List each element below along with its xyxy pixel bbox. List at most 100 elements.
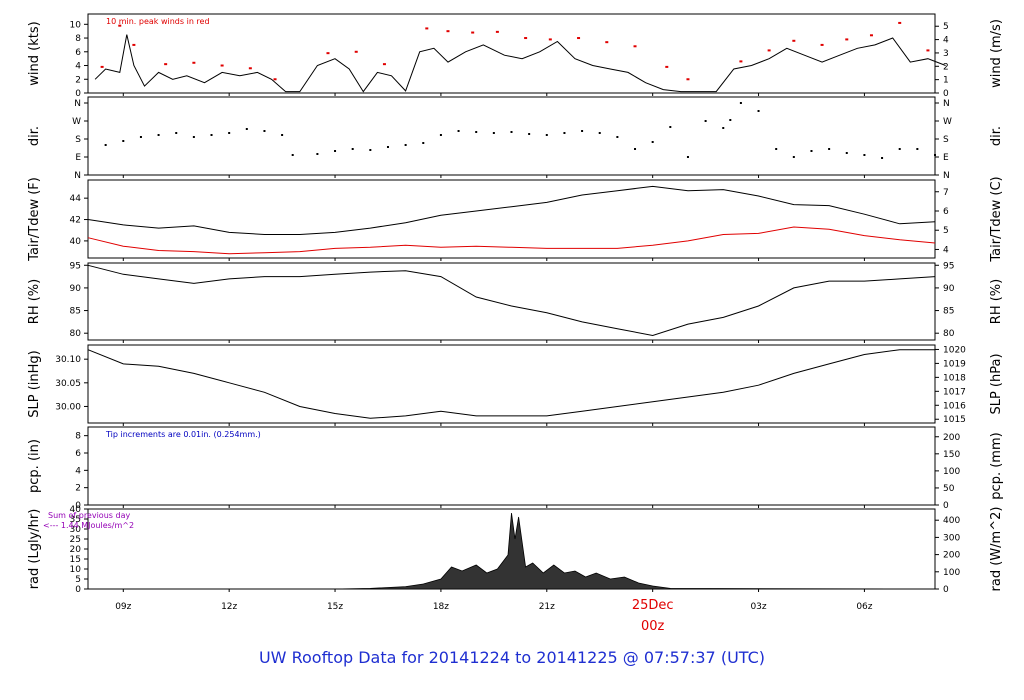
dir-ytick-label-right: W (943, 117, 952, 127)
xtick-label: 15z (327, 602, 343, 612)
radiation-ytick-label-left: 40 (70, 505, 82, 515)
radiation-ytick-label-right: 0 (943, 585, 949, 595)
dir-point (669, 126, 672, 128)
pressure-ytick-label-right: 1015 (943, 415, 966, 425)
humidity-ylabel-left: RH (%) (27, 279, 42, 324)
dir-point (757, 110, 760, 112)
dir-point (122, 140, 125, 142)
wind-series-line (94, 34, 946, 93)
dir-point (291, 154, 294, 156)
xtick-label: 06z (856, 602, 872, 612)
wind-ytick-label-left: 8 (75, 34, 81, 44)
pressure-ytick-label-right: 1018 (943, 373, 966, 383)
temperature-ytick-label-left: 40 (70, 237, 82, 247)
radiation-ytick-label-left: 30 (70, 525, 82, 535)
wind-peak-point (665, 65, 669, 68)
precipitation-ylabel-left: pcp. (in) (27, 439, 42, 493)
dir-point (192, 136, 195, 138)
temperature-ytick-label-left: 42 (70, 216, 81, 226)
wind-peak-point (739, 60, 743, 63)
dir-point (934, 154, 936, 156)
dir-point (792, 156, 795, 158)
dir-point (828, 148, 831, 150)
wind-peak-point (898, 21, 902, 24)
dir-point (722, 127, 725, 129)
dir-point (729, 119, 732, 121)
dir-point (845, 152, 848, 154)
xtick-label: 09z (115, 602, 131, 612)
radiation-ytick-label-left: 15 (70, 555, 81, 565)
temperature-ylabel-left: Tair/Tdew (F) (27, 177, 42, 262)
precipitation-ytick-label-left: 2 (75, 484, 81, 494)
dir-point (704, 120, 707, 122)
wind-peak-point (192, 61, 196, 64)
xtick-label: 25Dec (632, 598, 674, 613)
humidity-series-line (87, 264, 936, 337)
precipitation-annotation: Tip increments are 0.01in. (0.254mm.) (105, 430, 261, 439)
humidity-ytick-label-right: 90 (943, 284, 955, 294)
wind-ytick-label-left: 4 (75, 62, 81, 72)
radiation-ytick-label-left: 10 (70, 565, 82, 575)
date-label: 00z (641, 619, 665, 634)
wind-ytick-label-left: 2 (75, 75, 81, 85)
wind-peak-point (326, 52, 330, 55)
temperature-ytick-label-left: 44 (70, 194, 82, 204)
humidity-ytick-label-left: 80 (70, 329, 82, 339)
dir-ytick-label-right: S (943, 135, 949, 145)
temperature-ytick-label-right: 4 (943, 245, 949, 255)
dir-point (175, 132, 178, 134)
radiation-area (88, 512, 936, 590)
radiation-annotation-line: <--- 1.44 MJoules/m^2 (43, 521, 134, 530)
radiation-ytick-label-right: 200 (943, 551, 960, 561)
dir-point (281, 134, 284, 136)
precipitation-ylabel-right: pcp. (mm) (989, 432, 1004, 499)
pressure-ytick-label-right: 1020 (943, 345, 966, 355)
wind-peak-point (354, 50, 358, 53)
wind-peak-point (792, 39, 796, 42)
humidity-ytick-label-left: 95 (70, 261, 81, 271)
wind-peak-point (926, 49, 930, 52)
dir-point (316, 153, 319, 155)
temperature-series-line (87, 226, 936, 255)
temperature-frame (87, 179, 936, 259)
radiation-annotation-line: Sum of previous day (48, 511, 130, 520)
footer-title: UW Rooftop Data for 20141224 to 20141225… (258, 648, 766, 667)
dir-ytick-label-right: E (943, 153, 949, 163)
pressure-ytick-label-left: 30.10 (55, 355, 81, 365)
dir-point (439, 134, 442, 136)
wind-peak-point (382, 63, 386, 66)
dir-point (598, 132, 601, 134)
wind-peak-point (273, 78, 277, 81)
dir-ytick-label-left: N (74, 171, 81, 181)
radiation-ytick-label-left: 20 (70, 545, 82, 555)
wind-peak-point (132, 43, 136, 46)
humidity-ytick-label-right: 85 (943, 307, 954, 317)
temperature-ytick-label-right: 6 (943, 207, 949, 217)
dir-ytick-label-left: N (74, 99, 81, 109)
wind-ytick-label-right: 4 (943, 36, 949, 46)
precipitation-ytick-label-right: 50 (943, 484, 955, 494)
wind-peak-point (633, 45, 637, 48)
dir-ytick-label-left: E (75, 153, 81, 163)
dir-point (334, 150, 337, 152)
wind-ytick-label-left: 10 (70, 20, 82, 30)
humidity-ytick-label-right: 95 (943, 261, 954, 271)
wind-ytick-label-left: 6 (75, 48, 81, 58)
wind-peak-point (164, 63, 168, 66)
radiation-ylabel-left: rad (Lgly/hr) (27, 509, 42, 590)
dir-ytick-label-right: N (943, 171, 950, 181)
radiation-ytick-label-right: 100 (943, 568, 960, 578)
wind-frame (87, 13, 936, 94)
humidity-ylabel-right: RH (%) (989, 279, 1004, 324)
temperature-ytick-label-right: 5 (943, 226, 949, 236)
dir-point (634, 148, 637, 150)
dir-ytick-label-right: N (943, 99, 950, 109)
dir-point (775, 148, 778, 150)
dir-point (228, 132, 231, 134)
wind-peak-point (471, 31, 475, 34)
dir-point (386, 146, 389, 148)
wind-peak-point (220, 64, 224, 67)
wind-peak-point (495, 30, 499, 33)
pressure-ytick-label-left: 30.00 (55, 402, 81, 412)
